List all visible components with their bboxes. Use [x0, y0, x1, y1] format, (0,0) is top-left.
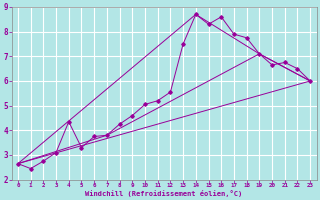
X-axis label: Windchill (Refroidissement éolien,°C): Windchill (Refroidissement éolien,°C): [85, 190, 243, 197]
